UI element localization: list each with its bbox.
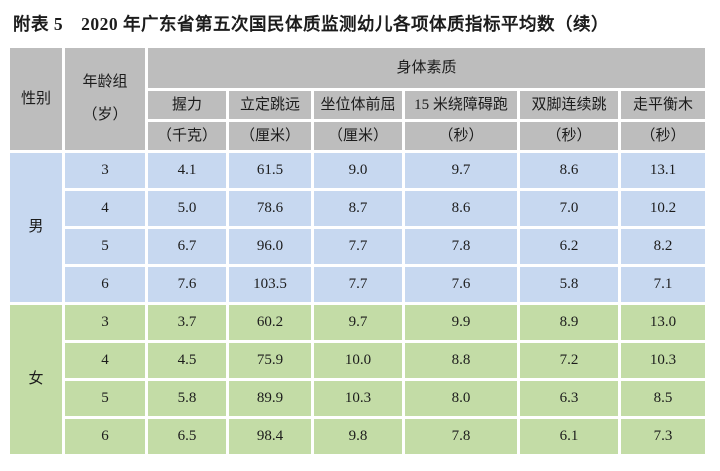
- gender-cell-female: 女: [10, 305, 62, 454]
- table-row: 4 4.5 75.9 10.0 8.8 7.2 10.3: [10, 343, 705, 378]
- value-cell: 7.8: [405, 419, 517, 454]
- header-measure-grip: 握力: [148, 91, 226, 119]
- age-cell: 6: [65, 267, 145, 302]
- value-cell: 5.0: [148, 191, 226, 226]
- header-unit-obstacle-run: （秒）: [405, 122, 517, 150]
- value-cell: 89.9: [229, 381, 311, 416]
- age-cell: 3: [65, 153, 145, 188]
- value-cell: 7.6: [405, 267, 517, 302]
- value-cell: 75.9: [229, 343, 311, 378]
- table-row: 男 3 4.1 61.5 9.0 9.7 8.6 13.1: [10, 153, 705, 302]
- value-cell: 10.3: [314, 381, 402, 416]
- age-cell: 6: [65, 419, 145, 454]
- value-cell: 5.8: [520, 267, 618, 302]
- value-cell: 7.8: [405, 229, 517, 264]
- table-row: 女 3 3.7 60.2 9.7 9.9 8.9 13.0: [10, 305, 705, 454]
- value-cell: 8.5: [621, 381, 705, 416]
- table-row: 5 6.7 96.0 7.7 7.8 6.2 8.2: [10, 229, 705, 264]
- value-cell: 8.2: [621, 229, 705, 264]
- header-measure-obstacle-run: 15 米绕障碍跑: [405, 91, 517, 119]
- value-cell: 8.6: [520, 153, 618, 188]
- value-cell: 8.0: [405, 381, 517, 416]
- header-measure-long-jump: 立定跳远: [229, 91, 311, 119]
- value-cell: 78.6: [229, 191, 311, 226]
- header-unit-sit-reach: （厘米）: [314, 122, 402, 150]
- value-cell: 13.0: [621, 305, 705, 340]
- header-unit-long-jump: （厘米）: [229, 122, 311, 150]
- value-cell: 7.2: [520, 343, 618, 378]
- table-row: 6 6.5 98.4 9.8 7.8 6.1 7.3: [10, 419, 705, 454]
- value-cell: 9.0: [314, 153, 402, 188]
- value-cell: 61.5: [229, 153, 311, 188]
- value-cell: 10.3: [621, 343, 705, 378]
- value-cell: 7.1: [621, 267, 705, 302]
- value-cell: 7.7: [314, 229, 402, 264]
- header-measure-sit-reach: 坐位体前屈: [314, 91, 402, 119]
- age-cell: 4: [65, 191, 145, 226]
- table-row: 4 5.0 78.6 8.7 8.6 7.0 10.2: [10, 191, 705, 226]
- value-cell: 8.7: [314, 191, 402, 226]
- value-cell: 9.9: [405, 305, 517, 340]
- value-cell: 8.9: [520, 305, 618, 340]
- value-cell: 9.7: [314, 305, 402, 340]
- value-cell: 6.2: [520, 229, 618, 264]
- value-cell: 8.8: [405, 343, 517, 378]
- table-row: 5 5.8 89.9 10.3 8.0 6.3 8.5: [10, 381, 705, 416]
- value-cell: 6.5: [148, 419, 226, 454]
- value-cell: 7.6: [148, 267, 226, 302]
- value-cell: 9.7: [405, 153, 517, 188]
- header-measure-double-jump: 双脚连续跳: [520, 91, 618, 119]
- age-cell: 4: [65, 343, 145, 378]
- value-cell: 3.7: [148, 305, 226, 340]
- header-age-group: 年龄组 （岁）: [65, 48, 145, 150]
- gender-cell-male: 男: [10, 153, 62, 302]
- value-cell: 8.6: [405, 191, 517, 226]
- header-physical-fitness: 身体素质: [148, 48, 705, 88]
- header-measure-balance-beam: 走平衡木: [621, 91, 705, 119]
- value-cell: 7.7: [314, 267, 402, 302]
- value-cell: 10.2: [621, 191, 705, 226]
- value-cell: 5.8: [148, 381, 226, 416]
- table-row: 6 7.6 103.5 7.7 7.6 5.8 7.1: [10, 267, 705, 302]
- value-cell: 4.1: [148, 153, 226, 188]
- value-cell: 9.8: [314, 419, 402, 454]
- value-cell: 7.3: [621, 419, 705, 454]
- header-unit-grip: （千克）: [148, 122, 226, 150]
- header-unit-double-jump: （秒）: [520, 122, 618, 150]
- value-cell: 7.0: [520, 191, 618, 226]
- header-unit-balance-beam: （秒）: [621, 122, 705, 150]
- value-cell: 103.5: [229, 267, 311, 302]
- value-cell: 10.0: [314, 343, 402, 378]
- value-cell: 96.0: [229, 229, 311, 264]
- fitness-indicators-table: 性别 年龄组 （岁） 身体素质 握力 立定跳远 坐位体前屈 15 米绕障碍跑 双…: [7, 45, 708, 457]
- value-cell: 6.7: [148, 229, 226, 264]
- value-cell: 6.3: [520, 381, 618, 416]
- age-cell: 5: [65, 229, 145, 264]
- value-cell: 60.2: [229, 305, 311, 340]
- age-cell: 5: [65, 381, 145, 416]
- header-age-group-unit: （岁）: [82, 107, 128, 123]
- header-age-group-name: 年龄组: [82, 74, 128, 91]
- page-title: 附表 5 2020 年广东省第五次国民体质监测幼儿各项体质指标平均数（续）: [13, 14, 609, 34]
- header-gender: 性别: [10, 48, 62, 150]
- value-cell: 98.4: [229, 419, 311, 454]
- age-cell: 3: [65, 305, 145, 340]
- value-cell: 13.1: [621, 153, 705, 188]
- value-cell: 4.5: [148, 343, 226, 378]
- value-cell: 6.1: [520, 419, 618, 454]
